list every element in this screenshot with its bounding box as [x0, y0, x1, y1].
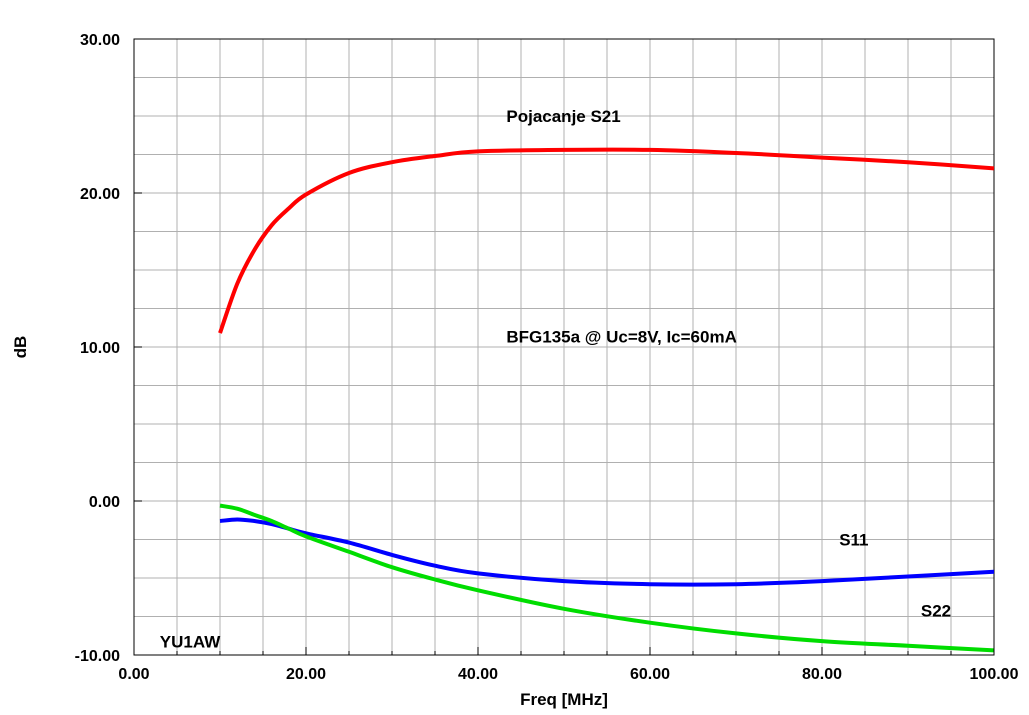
ticks-layer: 0.00 20.00 40.00 60.00 80.00 100.00-10.000.00…: [75, 32, 1019, 683]
y-tick-label: 10.00: [80, 340, 120, 357]
x-tick-label: 80.00: [802, 666, 842, 683]
y-axis-label: dB: [11, 336, 30, 359]
series-line-s11: [219, 517, 995, 587]
x-tick-label: 100.00: [970, 666, 1019, 683]
grid: [134, 39, 994, 655]
y-tick-label: 20.00: [80, 186, 120, 203]
x-tick-label: 0.00: [118, 666, 149, 683]
x-axis-label: Freq [MHz]: [520, 690, 608, 709]
annotation-device: BFG135a @ Uc=8V, Ic=60mA: [506, 327, 736, 346]
annotation-s21: Pojacanje S21: [506, 107, 620, 126]
annotation-s11: S11: [839, 531, 868, 550]
y-tick-label: -10.00: [75, 648, 120, 665]
series-line-s21: [218, 147, 995, 334]
annotation-s22: S22: [921, 602, 951, 621]
x-tick-label: 20.00: [286, 666, 326, 683]
series-line-s22: [219, 503, 995, 653]
series-layer: [218, 147, 995, 653]
y-tick-label: 30.00: [80, 32, 120, 49]
y-tick-label: 0.00: [89, 494, 120, 511]
annotation-author: YU1AW: [160, 632, 221, 651]
x-tick-label: 60.00: [630, 666, 670, 683]
x-tick-label: 40.00: [458, 666, 498, 683]
